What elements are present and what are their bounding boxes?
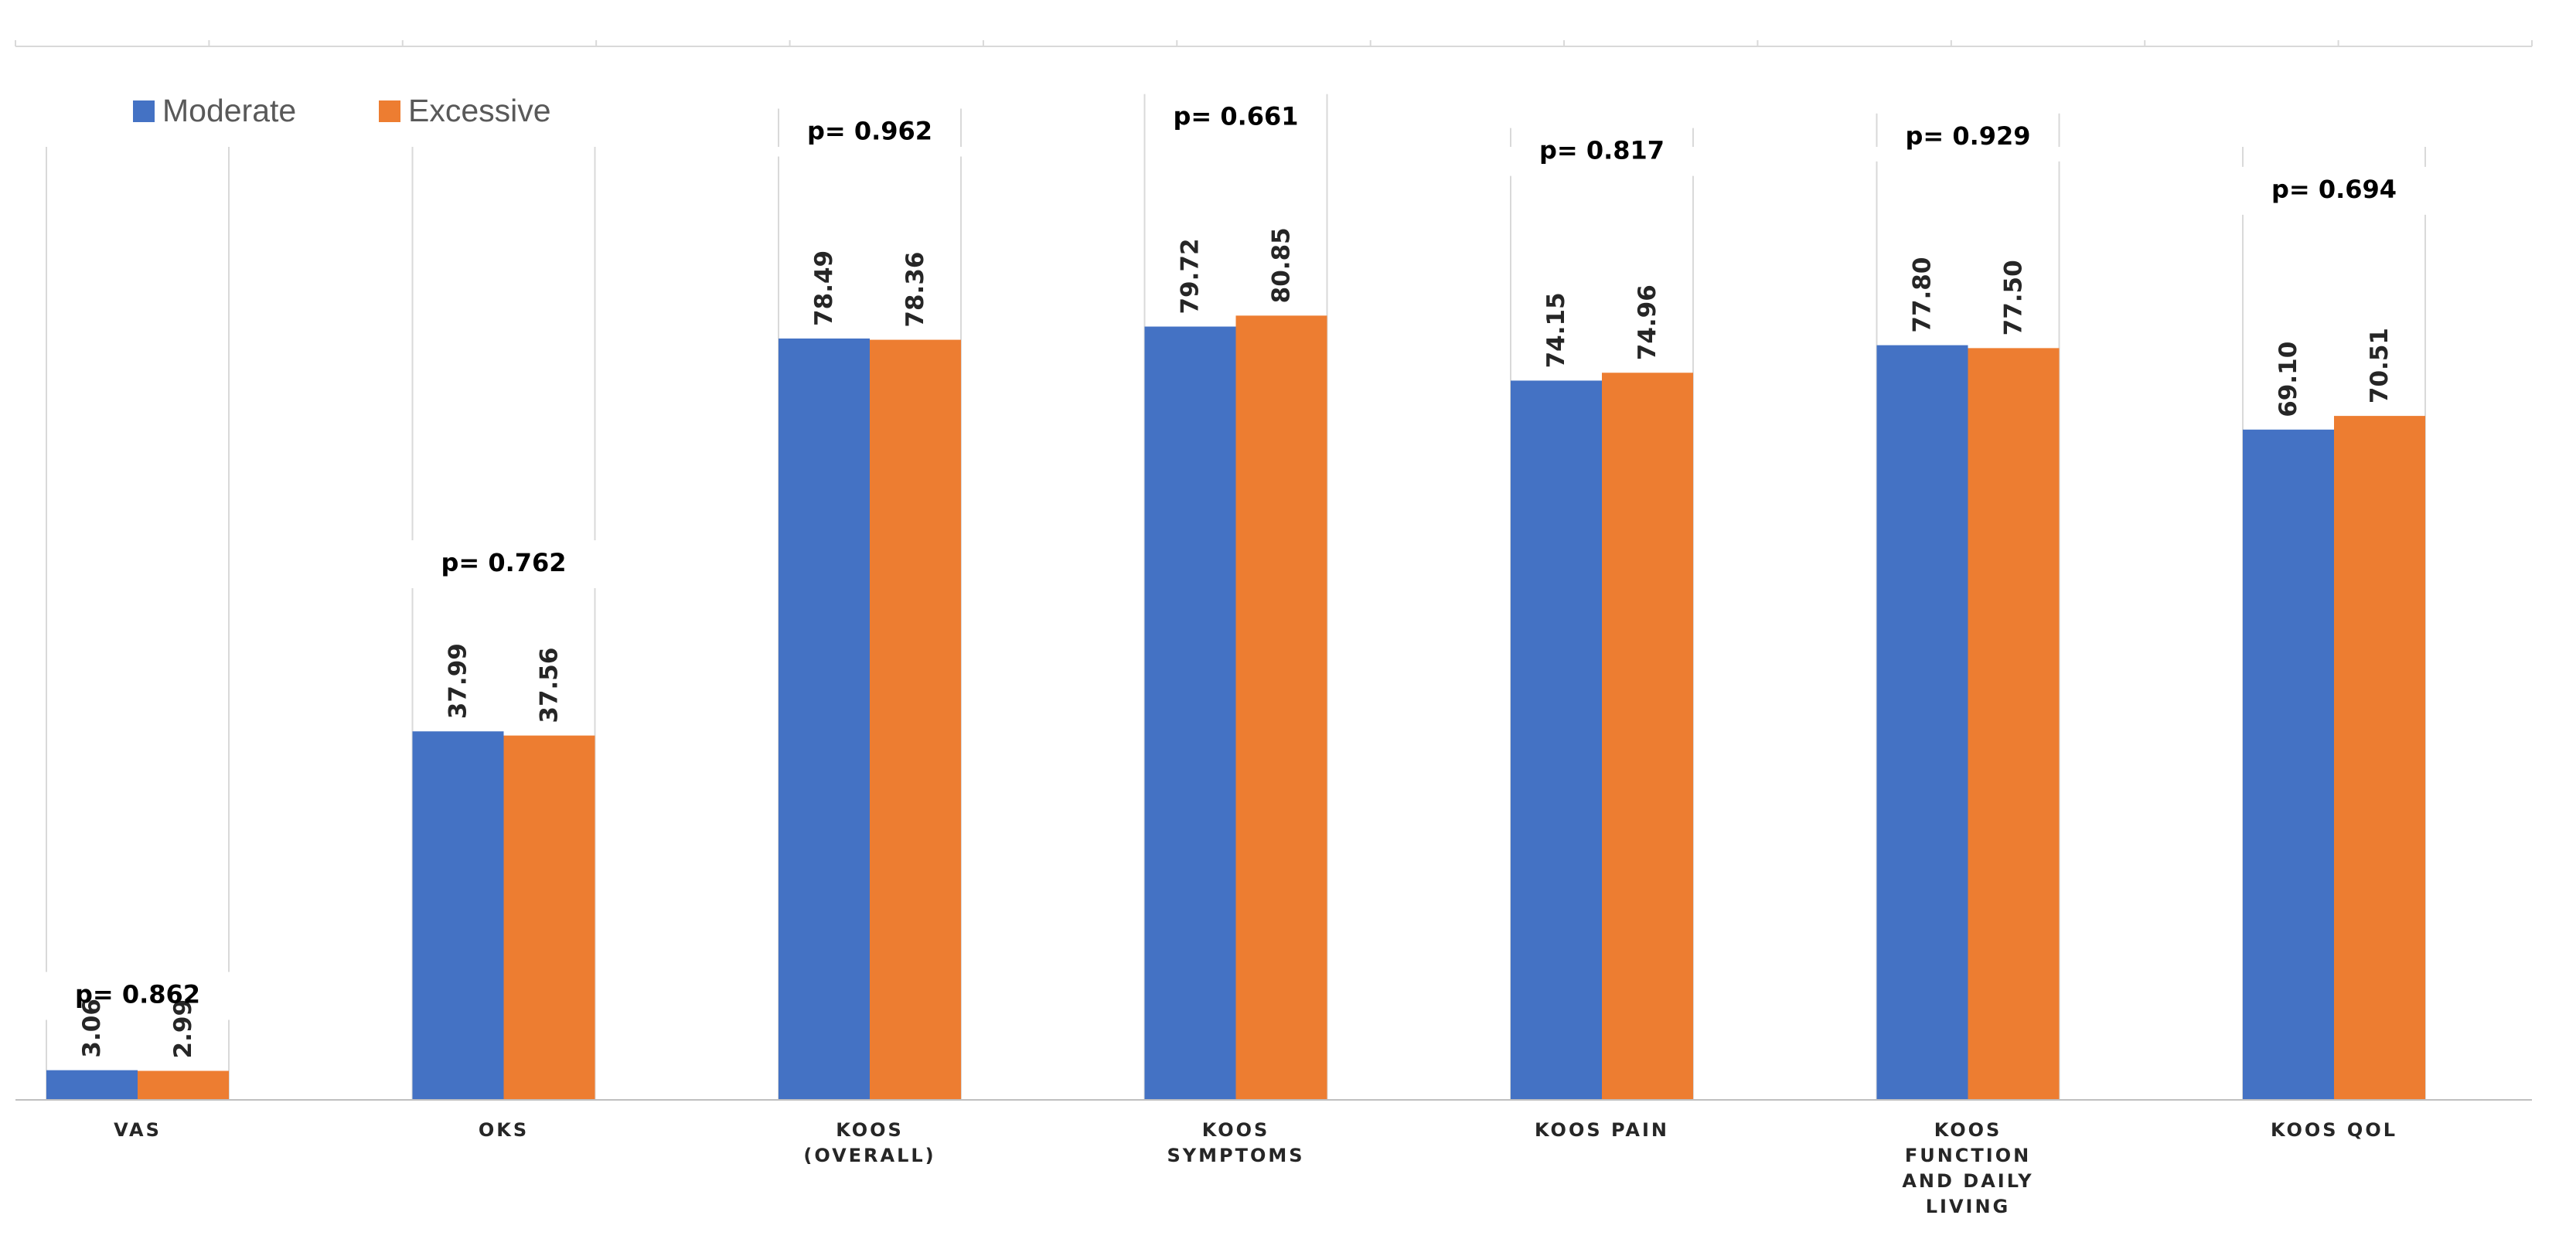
bar-excessive bbox=[138, 1071, 229, 1100]
bar-excessive bbox=[503, 735, 595, 1100]
bar-excessive bbox=[1235, 315, 1327, 1100]
value-label: 78.49 bbox=[810, 250, 838, 326]
x-tick-label: VAS bbox=[114, 1119, 162, 1141]
bar-moderate bbox=[1144, 326, 1236, 1100]
bar-moderate bbox=[46, 1070, 138, 1100]
x-tick-label: OKS bbox=[479, 1119, 529, 1141]
x-tick-label: KOOS PAIN bbox=[1535, 1119, 1669, 1141]
bar-excessive bbox=[2334, 416, 2425, 1100]
p-value-label: p= 0.694 bbox=[2271, 175, 2397, 204]
bar-excessive bbox=[1968, 348, 2060, 1100]
value-labels: 3.06 2.99 37.99 37.56 78.49 78.36 79.72 80.85 74… bbox=[78, 227, 2394, 1058]
x-tick-label: SYMPTOMS bbox=[1167, 1145, 1304, 1166]
value-label: 79.72 bbox=[1177, 238, 1205, 314]
legend-label: Excessive bbox=[408, 93, 551, 128]
legend-label: Moderate bbox=[162, 93, 296, 128]
p-value-label: p= 0.862 bbox=[75, 980, 200, 1009]
x-tick-label: (OVERALL) bbox=[803, 1145, 935, 1166]
value-label: 37.56 bbox=[536, 648, 564, 723]
x-tick-label: KOOS QOL bbox=[2271, 1119, 2397, 1141]
p-value-label: p= 0.661 bbox=[1173, 102, 1298, 131]
x-tick-label: KOOS bbox=[1934, 1119, 2002, 1141]
x-tick-label: KOOS bbox=[1202, 1119, 1270, 1141]
bar-excessive bbox=[1602, 373, 1693, 1100]
value-label: 3.06 bbox=[78, 999, 106, 1058]
bars bbox=[46, 315, 2425, 1101]
legend: Moderate Excessive bbox=[133, 93, 551, 128]
bar-moderate bbox=[412, 731, 504, 1100]
value-label: 77.80 bbox=[1909, 257, 1937, 333]
bar-moderate bbox=[2243, 429, 2334, 1100]
value-label: 37.99 bbox=[445, 643, 472, 719]
value-label: 74.96 bbox=[1634, 284, 1661, 360]
p-value-annotations: p= 0.862 p= 0.762 p= 0.962 p= 0.661 p= 0.817… bbox=[75, 102, 2397, 1009]
x-tick-label: KOOS bbox=[836, 1119, 904, 1141]
x-tick-label: FUNCTION bbox=[1905, 1145, 2031, 1166]
x-tick-label: LIVING bbox=[1926, 1196, 2011, 1217]
value-label: 77.50 bbox=[2000, 260, 2028, 335]
legend-swatch-moderate bbox=[133, 100, 155, 122]
x-tick-label: AND DAILY bbox=[1902, 1170, 2033, 1192]
p-value-label: p= 0.762 bbox=[441, 548, 566, 577]
bar-moderate bbox=[1876, 345, 1968, 1100]
bar-moderate bbox=[1511, 380, 1602, 1101]
p-value-label: p= 0.817 bbox=[1539, 136, 1665, 165]
p-value-label: p= 0.962 bbox=[807, 117, 932, 146]
value-label: 2.99 bbox=[169, 999, 197, 1059]
bar-excessive bbox=[870, 339, 961, 1100]
value-label: 70.51 bbox=[2366, 328, 2394, 403]
x-axis: VAS OKS KOOS (OVERALL) KOOS SYMPTOMS KOOS PAIN… bbox=[15, 1099, 2532, 1217]
value-label: 78.36 bbox=[901, 252, 929, 328]
value-label: 69.10 bbox=[2274, 342, 2302, 417]
legend-swatch-excessive bbox=[379, 100, 400, 122]
value-label: 80.85 bbox=[1268, 227, 1296, 303]
p-value-label: p= 0.929 bbox=[1905, 121, 2030, 151]
bar-moderate bbox=[779, 338, 870, 1100]
value-label: 74.15 bbox=[1542, 292, 1570, 368]
